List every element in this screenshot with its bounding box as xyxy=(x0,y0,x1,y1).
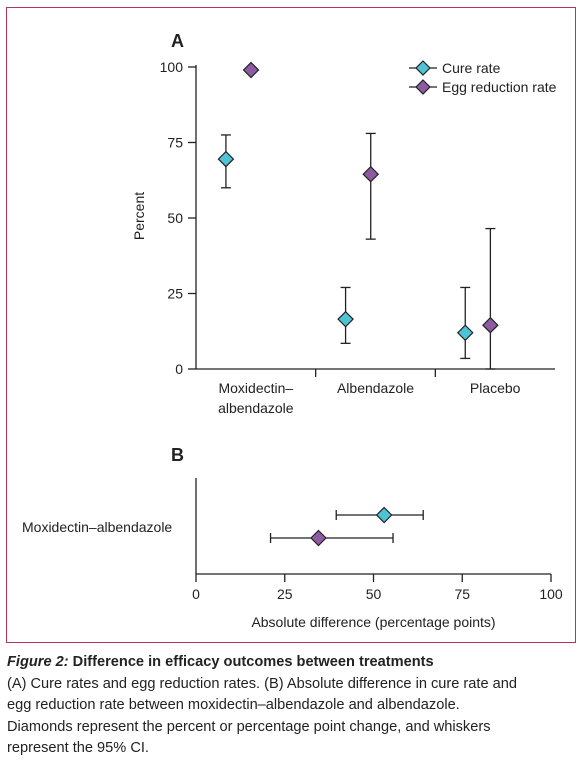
legend-label-egg-reduction-rate: Egg reduction rate xyxy=(442,79,557,95)
b-x-tick-label-50: 50 xyxy=(366,586,382,602)
cure-rate-placebo-point xyxy=(456,324,474,342)
b-egg-reduction-rate-point xyxy=(310,529,327,547)
caption-figure-label: Figure 2: xyxy=(7,654,69,670)
legend-marker-egg-reduction-rate xyxy=(415,79,431,95)
figure-frame xyxy=(6,7,576,643)
x-category-label-line: Albendazole xyxy=(337,380,414,396)
panel-b-label: B xyxy=(171,445,184,465)
x-category-label-line: albendazole xyxy=(218,400,294,416)
caption-line-2: egg reduction rate between moxidectin–al… xyxy=(7,697,460,713)
cure-rate-moxidectin-albendazole-point xyxy=(217,150,235,168)
caption-title-line: Figure 2: Difference in efficacy outcome… xyxy=(7,652,579,674)
figure-caption: Figure 2: Difference in efficacy outcome… xyxy=(7,652,579,760)
egg-reduction-rate-placebo-point xyxy=(482,316,499,334)
legend-label-cure-rate: Cure rate xyxy=(442,60,501,76)
b-row-label: Moxidectin–albendazole xyxy=(22,519,172,535)
y-tick-label-100: 100 xyxy=(160,59,184,75)
x-category-label-line: Placebo xyxy=(470,380,521,396)
b-x-tick-label-75: 75 xyxy=(454,586,470,602)
b-x-tick-label-100: 100 xyxy=(539,586,563,602)
caption-line-4: represent the 95% CI. xyxy=(7,740,149,756)
egg-reduction-rate-moxidectin-albendazole-point xyxy=(242,61,260,79)
b-x-tick-label-25: 25 xyxy=(277,586,293,602)
caption-heading: Difference in efficacy outcomes between … xyxy=(68,654,434,670)
caption-line-3: Diamonds represent the percent or percen… xyxy=(7,718,491,735)
b-cure-rate-point xyxy=(375,506,393,524)
figure-chart: A 0 25 50 75 100 Percent Moxidectin– albendazole… xyxy=(22,31,563,630)
b-x-tick-label-0: 0 xyxy=(192,586,200,602)
x-category-label-albendazole: Albendazole xyxy=(337,380,414,396)
legend-marker-cure-rate xyxy=(415,60,431,76)
cure-rate-albendazole-point xyxy=(337,310,354,328)
caption-line-1: (A) Cure rates and egg reduction rates. … xyxy=(7,675,517,692)
y-tick-label-25: 25 xyxy=(167,286,183,302)
x-category-label-line: Moxidectin– xyxy=(218,380,293,396)
b-x-axis-title: Absolute difference (percentage points) xyxy=(251,614,495,630)
y-tick-label-75: 75 xyxy=(167,135,183,151)
y-axis-title: Percent xyxy=(131,192,147,240)
egg-reduction-rate-albendazole-point xyxy=(362,165,380,183)
panel-a-label: A xyxy=(171,31,184,51)
y-tick-label-50: 50 xyxy=(167,210,183,226)
panel-b: B 0 25 50 75 100 Absolute difference (percenta… xyxy=(22,445,563,630)
y-tick-label-0: 0 xyxy=(175,361,183,377)
x-category-label-moxidectin-albendazole: Moxidectin– albendazole xyxy=(218,380,294,416)
panel-a: A 0 25 50 75 100 Percent Moxidectin– albendazole… xyxy=(131,31,557,416)
x-category-label-placebo: Placebo xyxy=(470,380,521,396)
